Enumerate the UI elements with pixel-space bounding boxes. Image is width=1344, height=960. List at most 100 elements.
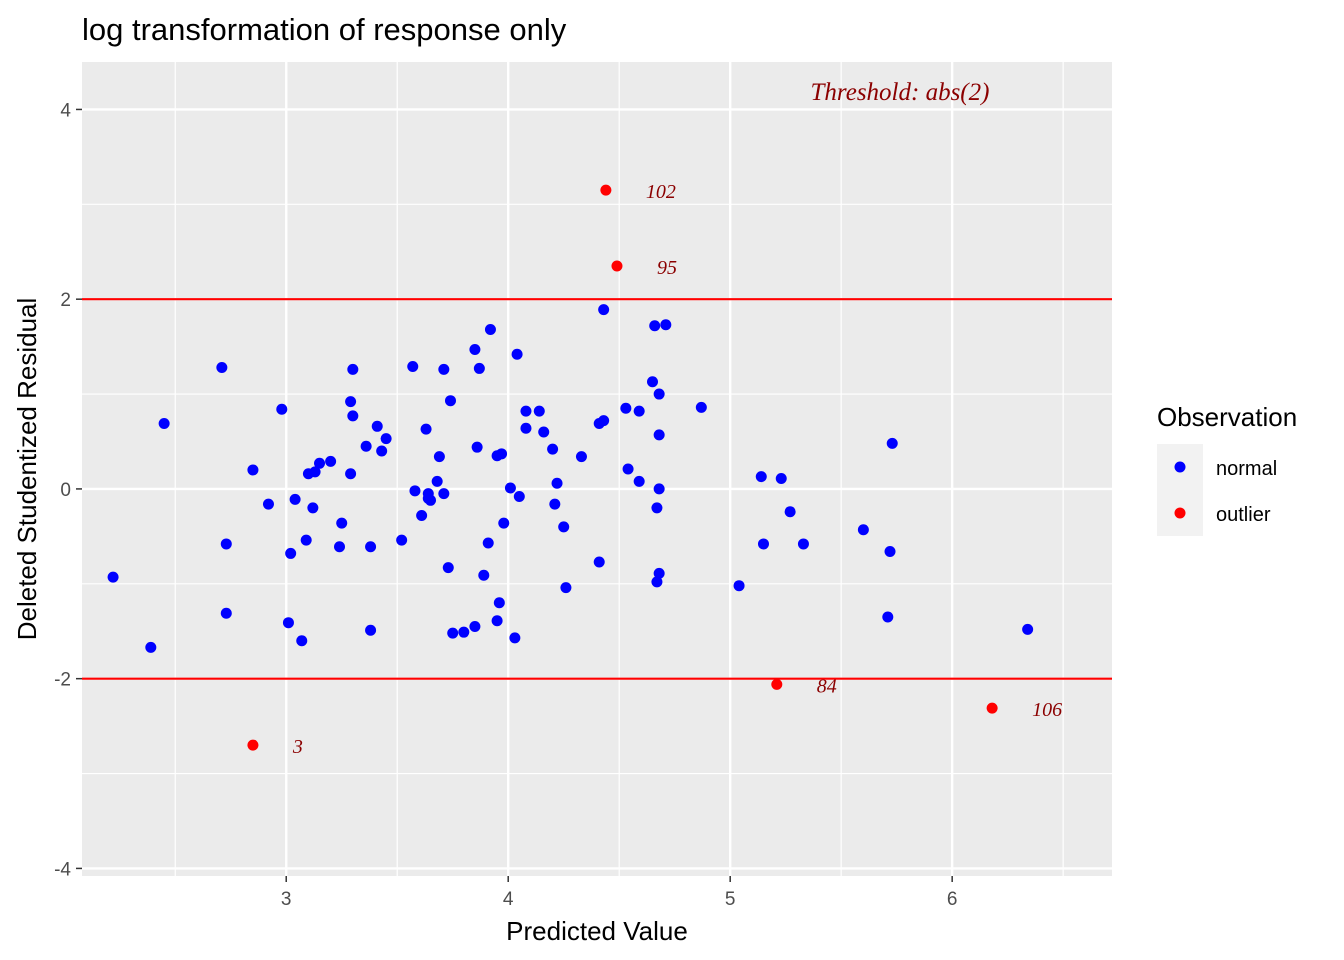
point-normal: [438, 488, 450, 500]
point-normal: [509, 632, 521, 644]
x-axis-title: Predicted Value: [506, 916, 688, 946]
point-normal: [598, 304, 610, 316]
point-normal: [396, 534, 408, 546]
point-normal: [471, 441, 483, 453]
point-normal: [407, 361, 419, 373]
point-normal: [380, 433, 392, 445]
legend-label-normal: normal: [1216, 458, 1277, 480]
x-tick-label: 6: [947, 889, 958, 910]
point-outlier: [247, 739, 259, 751]
point-normal: [376, 445, 388, 457]
point-normal: [653, 388, 665, 400]
point-normal: [447, 627, 459, 639]
y-tick-label: -2: [54, 670, 71, 691]
point-normal: [549, 498, 561, 510]
legend: Observation normal outlier: [1157, 402, 1297, 536]
point-normal: [547, 443, 559, 455]
point-outlier: [611, 260, 623, 272]
x-tick-label: 5: [725, 889, 736, 910]
point-normal: [371, 420, 383, 432]
point-normal: [598, 415, 610, 427]
x-axis: 3 4 5 6: [281, 876, 958, 910]
outlier-labels: 102 95 3 84 106: [292, 181, 1062, 758]
point-normal: [365, 541, 377, 553]
point-outlier: [986, 702, 998, 714]
point-normal: [695, 401, 707, 413]
point-normal: [409, 485, 421, 497]
point-normal: [593, 556, 605, 568]
point-normal: [420, 423, 432, 435]
point-normal: [347, 363, 359, 375]
point-normal: [444, 395, 456, 407]
point-normal: [145, 641, 157, 653]
point-normal: [482, 537, 494, 549]
legend-title: Observation: [1157, 402, 1297, 432]
point-normal: [336, 517, 348, 529]
point-normal: [633, 405, 645, 417]
point-normal: [478, 569, 490, 581]
point-normal: [220, 607, 232, 619]
point-normal: [493, 597, 505, 609]
point-normal: [491, 615, 503, 627]
y-tick-label: 0: [60, 480, 71, 501]
point-normal: [438, 363, 450, 375]
point-normal: [649, 320, 661, 332]
point-normal: [538, 426, 550, 438]
point-normal: [107, 571, 119, 583]
point-normal: [360, 440, 372, 452]
point-normal: [757, 538, 769, 550]
point-normal: [775, 472, 787, 484]
y-tick-label: 2: [60, 290, 71, 311]
point-outlier: [600, 184, 612, 196]
outlier-label: 95: [657, 257, 677, 279]
point-normal: [755, 471, 767, 483]
outlier-label: 3: [292, 736, 303, 758]
y-axis-title: Deleted Studentized Residual: [12, 298, 42, 641]
point-normal: [473, 362, 485, 374]
point-normal: [282, 617, 294, 629]
x-tick-label: 3: [281, 889, 292, 910]
grid-minor: [82, 62, 1112, 876]
point-normal: [158, 417, 170, 429]
point-normal: [325, 455, 337, 467]
point-normal: [216, 361, 228, 373]
point-normal: [276, 403, 288, 415]
point-normal: [551, 477, 563, 489]
point-normal: [220, 538, 232, 550]
point-normal: [511, 348, 523, 360]
point-normal: [498, 517, 510, 529]
point-normal: [300, 534, 312, 546]
y-tick-label: -4: [54, 859, 71, 880]
point-normal: [431, 475, 443, 487]
point-normal: [425, 494, 437, 506]
point-normal: [307, 502, 319, 514]
data-points: [107, 184, 1034, 751]
point-normal: [575, 451, 587, 463]
point-normal: [857, 524, 869, 536]
threshold-annotation: Threshold: abs(2): [811, 79, 990, 106]
point-normal: [262, 498, 274, 510]
point-normal: [365, 624, 377, 636]
legend-key-normal: [1174, 461, 1186, 473]
point-normal: [651, 576, 663, 588]
point-normal: [558, 521, 570, 533]
point-normal: [884, 546, 896, 558]
legend-key-background: [1157, 444, 1203, 536]
outlier-label: 84: [817, 675, 837, 697]
point-normal: [560, 582, 572, 594]
point-normal: [733, 580, 745, 592]
point-normal: [886, 437, 898, 449]
point-normal: [633, 475, 645, 487]
y-tick-label: 4: [60, 100, 71, 121]
point-normal: [520, 422, 532, 434]
point-normal: [646, 376, 658, 388]
outlier-label: 106: [1032, 699, 1062, 721]
legend-key-outlier: [1174, 507, 1186, 519]
point-normal: [533, 405, 545, 417]
point-normal: [651, 502, 663, 514]
x-tick-label: 4: [503, 889, 514, 910]
point-normal: [660, 319, 672, 331]
point-normal: [620, 402, 632, 414]
outlier-label: 102: [646, 181, 676, 203]
